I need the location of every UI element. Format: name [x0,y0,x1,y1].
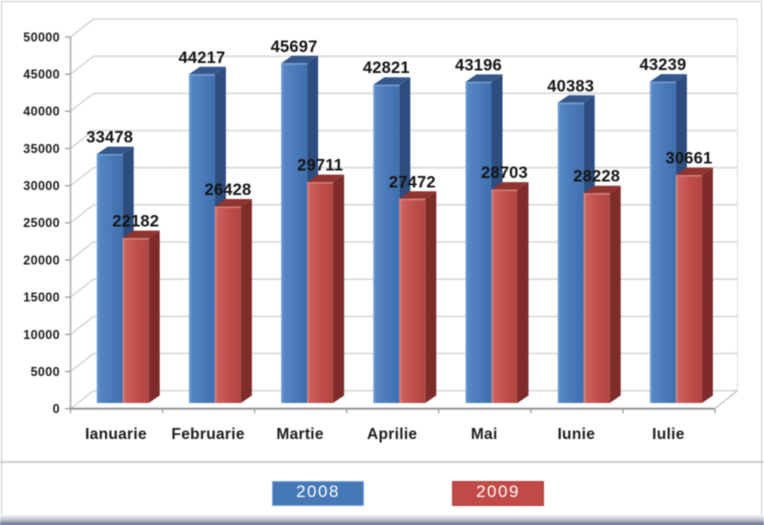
svg-text:43239: 43239 [639,56,686,74]
svg-text:30661: 30661 [665,150,712,168]
svg-text:33478: 33478 [86,129,133,147]
svg-text:29711: 29711 [297,157,343,175]
svg-text:30000: 30000 [23,179,60,193]
svg-text:22182: 22182 [112,213,159,231]
svg-text:45697: 45697 [271,38,318,56]
svg-text:50000: 50000 [23,30,60,44]
svg-text:27472: 27472 [389,173,436,191]
svg-text:5000: 5000 [31,365,60,379]
svg-text:42821: 42821 [363,59,410,77]
svg-text:20000: 20000 [23,253,60,267]
svg-text:Februarie: Februarie [171,426,244,443]
svg-text:0: 0 [53,402,60,416]
svg-text:Iulie: Iulie [652,426,685,443]
svg-text:26428: 26428 [204,181,251,199]
svg-text:28228: 28228 [573,168,620,186]
svg-text:40000: 40000 [23,105,60,119]
svg-text:25000: 25000 [23,216,60,230]
svg-text:40383: 40383 [547,77,594,95]
svg-text:43196: 43196 [455,56,502,74]
svg-text:44217: 44217 [178,49,225,67]
svg-text:Ianuarie: Ianuarie [85,426,147,443]
svg-text:10000: 10000 [23,328,60,342]
svg-text:Iunie: Iunie [557,426,595,443]
svg-text:Aprilie: Aprilie [367,426,417,443]
svg-text:Martie: Martie [276,426,324,443]
svg-text:35000: 35000 [23,142,60,156]
svg-text:45000: 45000 [23,68,60,82]
svg-text:15000: 15000 [23,291,60,305]
svg-text:Mai: Mai [471,426,498,443]
svg-text:28703: 28703 [481,164,528,182]
